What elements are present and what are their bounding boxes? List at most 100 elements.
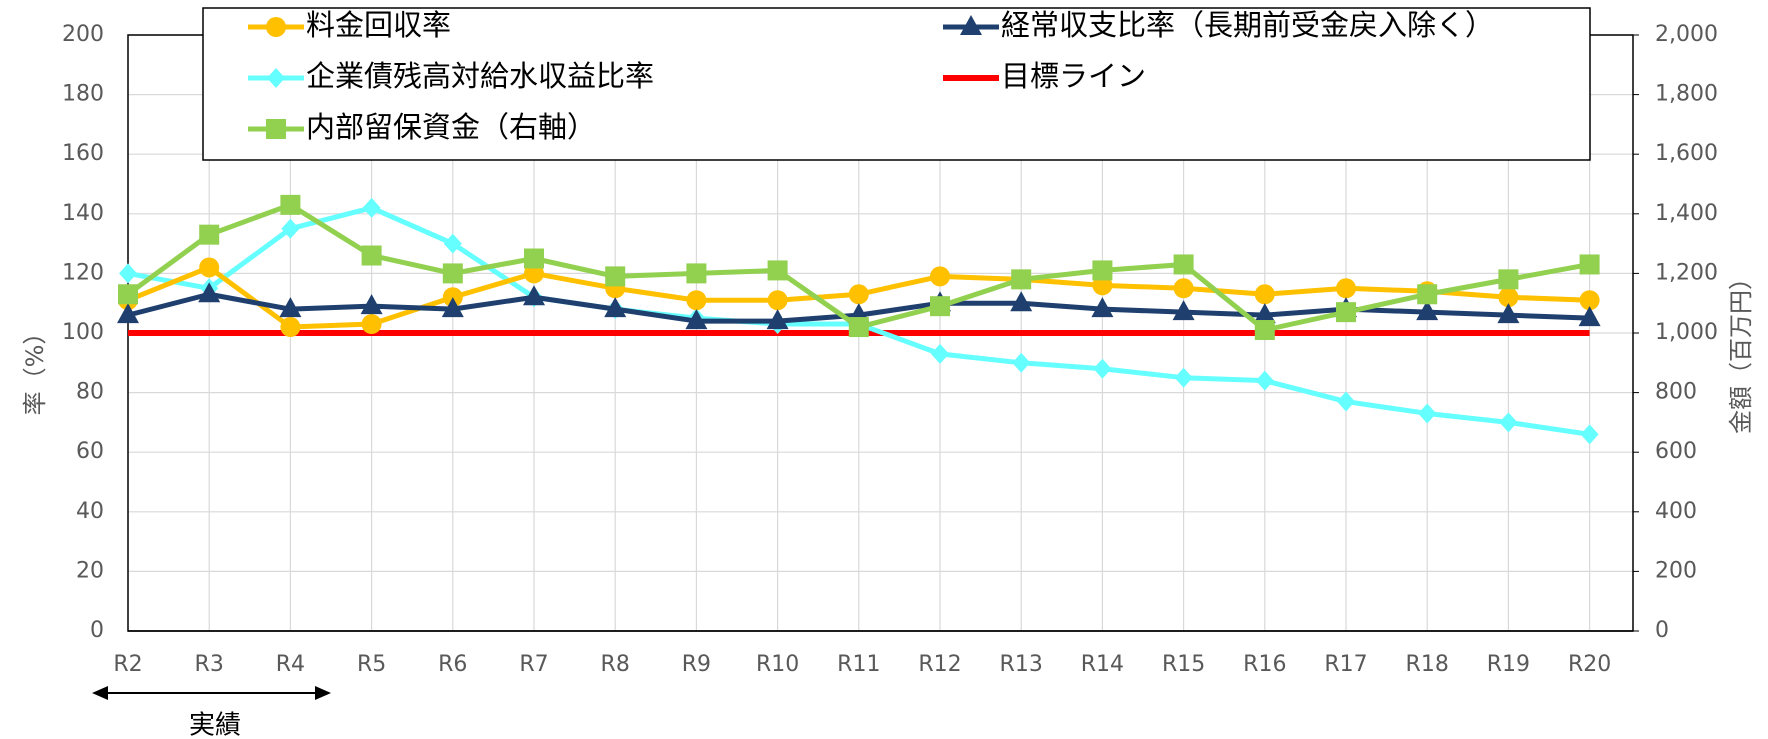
marker [931,343,949,364]
marker [685,309,708,330]
marker [442,263,463,284]
y2-tick-label: 1,800 [1655,82,1718,107]
marker [1092,260,1113,281]
y2-tick-label: 1,000 [1655,320,1718,345]
marker [848,284,869,305]
y2-tick-label: 2,000 [1655,22,1718,47]
x-tick-label: R13 [1000,652,1043,677]
marker [605,266,626,287]
x-tick-label: R18 [1406,652,1449,677]
marker [1255,370,1274,391]
marker [1091,297,1114,318]
y-tick-label: 80 [76,380,104,405]
marker [1012,352,1031,373]
marker [1253,303,1276,324]
x-tick-label: R15 [1162,652,1205,677]
x-tick-label: R6 [438,652,467,677]
marker [267,68,285,88]
marker [524,248,544,269]
legend-label: 目標ライン [1001,59,1146,93]
marker [1173,278,1194,299]
marker [767,290,788,311]
marker [266,17,286,37]
marker [1498,287,1519,308]
x-tick-label: R4 [276,652,305,677]
marker [767,260,788,281]
marker [1010,291,1033,312]
legend-label: 内部留保資金（右軸） [306,110,596,144]
legend: 料金回収率 経常収支比率（長期前受金戻入除く） 企業債残高対給水収益比率 目標ライン内… [202,7,1591,161]
marker [960,15,982,35]
legend-label: 経常収支比率（長期前受金戻入除く） [1001,8,1494,42]
y-tick-label: 40 [76,499,104,524]
y-tick-label: 120 [62,260,104,285]
marker [1173,254,1194,275]
marker [686,290,707,311]
y2-axis-label: 金額（百万円） [1727,266,1755,434]
y-tick-label: 180 [62,82,104,107]
marker [361,314,382,335]
marker [766,309,789,330]
x-tick-label: R5 [357,652,386,677]
marker [361,245,382,266]
x-tick-label: R3 [195,652,224,677]
y2-tick-label: 200 [1655,558,1697,583]
marker [686,263,707,284]
marker [523,285,545,306]
x-tick-label: R17 [1324,652,1367,677]
x-tick-label: R20 [1568,652,1611,677]
y2-tick-label: 1,400 [1655,201,1718,226]
x-tick-label: R2 [113,652,142,677]
x-tick-label: R14 [1081,652,1124,677]
marker [1254,320,1275,341]
y2-tick-label: 800 [1655,380,1697,405]
y-tick-label: 160 [62,141,104,166]
x-tick-label: R12 [918,652,961,677]
y2-tick-label: 0 [1655,618,1669,643]
marker [280,317,301,338]
marker [1499,412,1518,433]
marker [198,282,221,303]
y-tick-label: 100 [62,320,104,345]
x-tick-label: R10 [756,652,799,677]
y-tick-label: 200 [62,22,104,47]
marker [281,218,300,239]
marker [1580,424,1599,445]
marker [1418,403,1437,424]
legend-label: 料金回収率 [306,8,451,42]
x-tick-label: R8 [601,652,630,677]
y2-tick-label: 600 [1655,439,1697,464]
x-tick-label: R11 [837,652,880,677]
marker [1336,278,1356,299]
marker [117,303,139,324]
marker [1337,391,1355,412]
y-tick-label: 20 [76,558,104,583]
marker [266,119,286,139]
y-axis-label: 率（%） [21,321,49,416]
legend-label: 企業債残高対給水収益比率 [306,59,654,93]
annotation: 実績 [189,711,241,739]
marker [1579,290,1600,311]
x-tick-label: R9 [682,652,711,677]
marker [1093,358,1112,379]
y2-tick-label: 400 [1655,499,1697,524]
marker [362,197,381,218]
marker [441,297,464,318]
y-tick-label: 60 [76,439,104,464]
marker [118,284,138,305]
marker [1498,269,1519,290]
marker [119,263,137,284]
marker [848,317,869,338]
marker [1416,300,1439,321]
y2-tick-label: 1,200 [1655,260,1718,285]
marker [1011,269,1032,290]
legend-box [202,7,1591,161]
y-tick-label: 0 [90,618,104,643]
marker [1174,367,1193,388]
y2-tick-label: 1,600 [1655,141,1718,166]
marker [930,296,950,317]
marker [360,294,383,315]
marker [604,297,627,318]
